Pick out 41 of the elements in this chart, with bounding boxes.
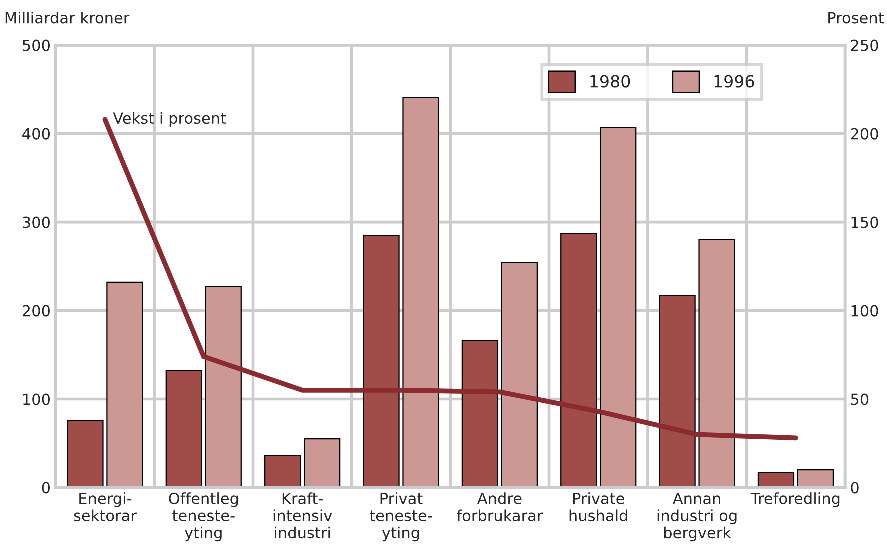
y-tick-label: 400 — [22, 128, 50, 140]
y2-tick-label: 0 — [851, 482, 859, 494]
bar — [797, 469, 834, 488]
y-tick-label: 500 — [23, 40, 50, 52]
x-tick-label: Andre forbrukarar — [457, 492, 544, 522]
y-tick-label: 0 — [42, 482, 50, 494]
x-tick-label: Kraft- intensiv industri — [274, 492, 332, 539]
bar — [501, 262, 538, 488]
y-axis-title: Milliardar kroner — [6, 12, 130, 24]
y2-tick-label: 50 — [851, 394, 869, 406]
bar — [304, 438, 341, 488]
bar — [106, 282, 144, 488]
bar — [758, 472, 795, 488]
y-tick-label: 200 — [22, 305, 50, 317]
y2-axis-title: Prosent — [828, 12, 884, 24]
bar — [698, 239, 736, 488]
bar — [659, 295, 696, 488]
bar — [264, 455, 302, 488]
y-tick-label: 300 — [23, 216, 50, 228]
bar — [560, 233, 598, 488]
bar — [462, 340, 499, 488]
bar — [166, 370, 202, 488]
x-tick-label: Privat teneste- yting — [370, 492, 432, 542]
bar — [600, 127, 637, 488]
x-tick-label: Offentleg teneste- yting — [169, 492, 238, 542]
bar — [402, 96, 440, 488]
legend-label: 1996 — [714, 75, 754, 88]
x-tick-label: Energi- sektorar — [74, 492, 137, 522]
y2-tick-label: 100 — [852, 305, 878, 317]
y2-tick-label: 150 — [852, 216, 878, 228]
x-tick-label: Treforedling — [750, 492, 840, 508]
bar — [205, 286, 242, 488]
y2-tick-label: 250 — [851, 40, 878, 52]
x-tick-label: Private hushald — [570, 492, 628, 522]
bar — [67, 420, 104, 488]
y2-tick-label: 200 — [851, 128, 878, 140]
series-label: Vekst i prosent — [113, 112, 226, 128]
y-tick-label: 100 — [24, 394, 50, 406]
legend-label: 1980 — [590, 75, 630, 88]
x-tick-label: Annan industri og bergverk — [658, 493, 737, 542]
bar — [363, 235, 400, 488]
